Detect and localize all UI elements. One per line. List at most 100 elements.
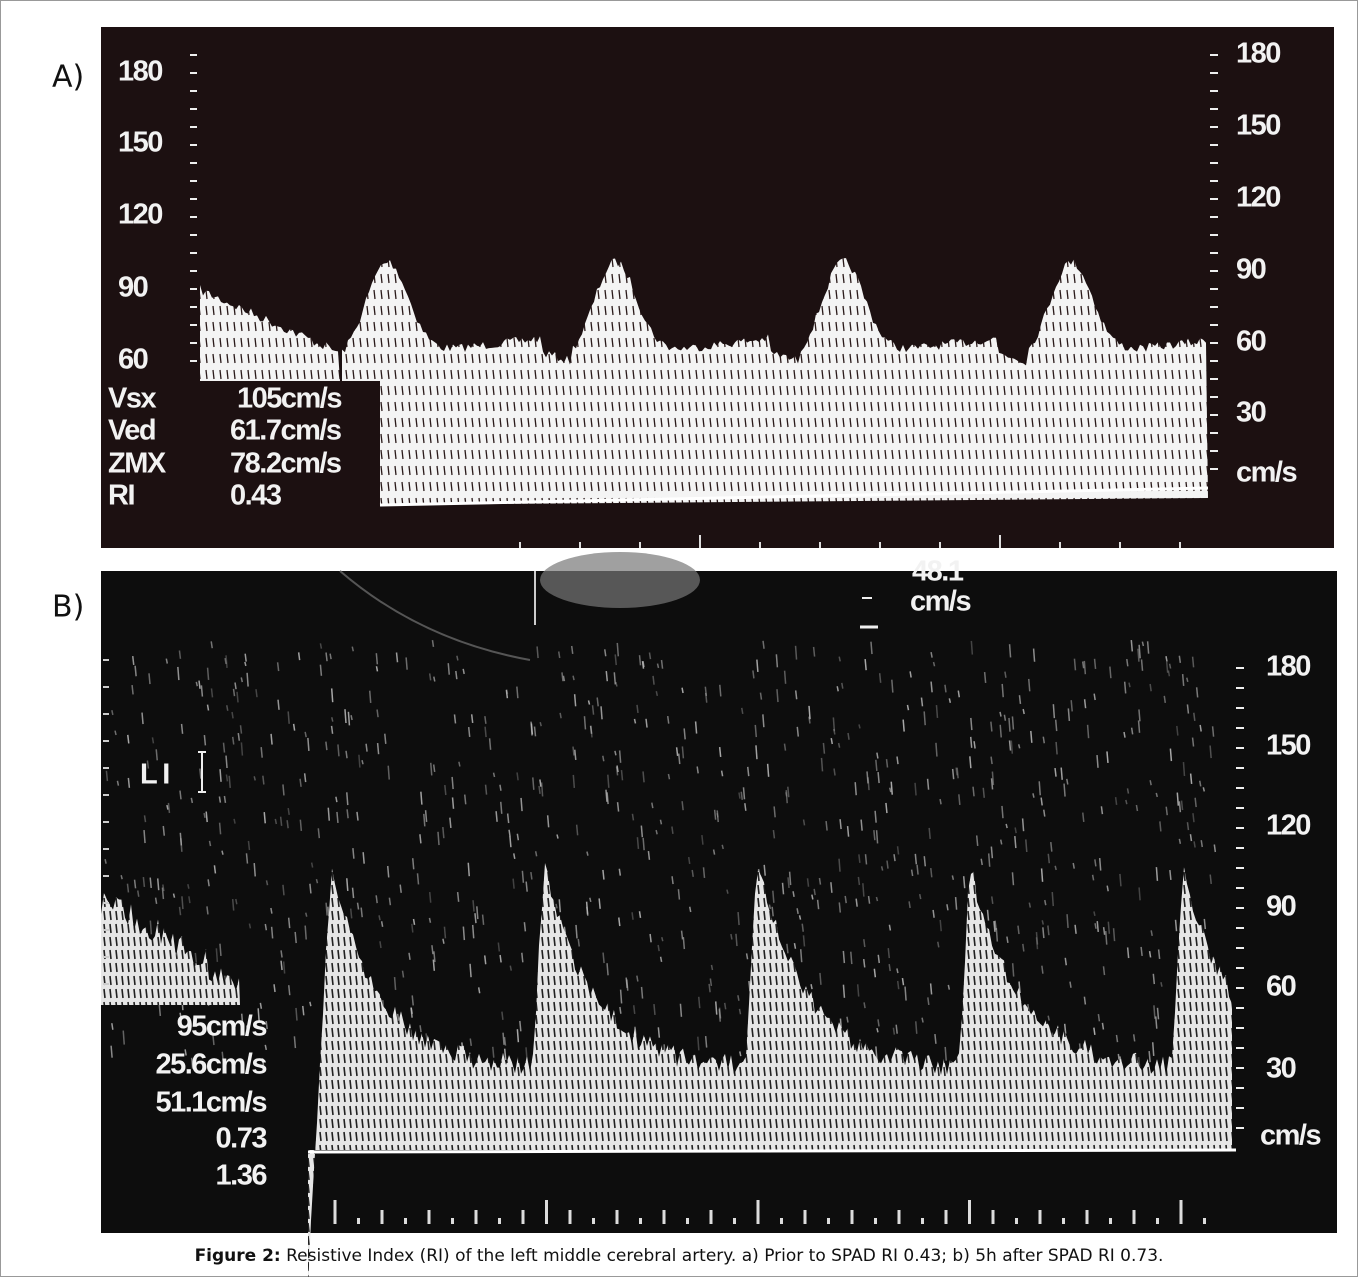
speckle <box>1140 946 1143 957</box>
speckle <box>1178 801 1182 813</box>
speckle <box>720 770 724 777</box>
speckle <box>410 1007 413 1014</box>
speckle <box>1066 914 1069 929</box>
speckle <box>231 736 235 745</box>
speckle <box>303 773 307 783</box>
speckle <box>411 858 415 870</box>
speckle <box>640 986 644 999</box>
speckle <box>638 911 642 918</box>
speckle <box>244 661 247 667</box>
speckle <box>263 812 266 824</box>
speckle <box>463 794 467 805</box>
speckle <box>297 652 301 661</box>
speckle <box>762 640 765 649</box>
speckle <box>282 784 285 796</box>
speckle <box>802 819 806 826</box>
speckle <box>1151 1042 1155 1057</box>
speckle <box>880 866 884 871</box>
speckle <box>666 715 670 724</box>
speckle <box>1041 920 1044 925</box>
speckle <box>886 860 889 869</box>
speckle <box>990 778 994 790</box>
speckle <box>572 774 576 788</box>
speckle <box>1138 709 1141 722</box>
speckle <box>293 1036 297 1049</box>
speckle <box>888 924 892 931</box>
speckle <box>842 984 846 998</box>
speckle <box>957 690 961 698</box>
speckle <box>842 950 846 964</box>
speckle <box>1159 821 1162 832</box>
speckle <box>785 792 788 797</box>
speckle <box>218 822 222 835</box>
speckle <box>131 684 134 695</box>
speckle <box>456 892 460 902</box>
speckle <box>659 819 663 825</box>
speckle <box>509 965 513 971</box>
speckle <box>126 883 130 893</box>
speckle <box>918 893 922 900</box>
speckle <box>620 769 624 781</box>
speckle <box>687 856 691 865</box>
speckle <box>376 743 380 755</box>
speckle <box>1195 687 1199 698</box>
speckle <box>180 723 184 734</box>
speckle <box>1038 781 1041 796</box>
speckle <box>1067 708 1071 721</box>
speckle <box>222 742 226 753</box>
speckle <box>802 935 806 947</box>
speckle <box>194 952 198 963</box>
speckle <box>362 852 365 864</box>
speckle <box>1137 720 1141 733</box>
speckle <box>141 712 144 725</box>
speckle <box>260 747 263 758</box>
speckle <box>294 931 297 944</box>
speckle <box>613 672 617 685</box>
speckle <box>205 811 208 823</box>
speckle <box>775 654 779 668</box>
speckle <box>954 897 958 910</box>
speckle <box>719 684 722 697</box>
speckle <box>675 747 679 757</box>
speckle <box>523 922 527 932</box>
speckle <box>346 878 349 892</box>
speckle <box>858 724 861 729</box>
speckle <box>1063 783 1066 797</box>
speckle <box>1189 773 1193 784</box>
speckle <box>240 677 244 683</box>
speckle <box>499 954 502 963</box>
axis-label: 180 <box>1266 651 1310 683</box>
readout: 48.1 <box>912 556 964 588</box>
speckle <box>1125 799 1128 805</box>
speckle <box>1030 730 1033 743</box>
speckle <box>680 930 684 940</box>
speckle <box>671 876 674 885</box>
speckle <box>395 652 399 663</box>
speckle <box>178 650 182 659</box>
speckle <box>813 888 816 896</box>
speckle <box>1083 660 1087 675</box>
speckle <box>860 819 863 831</box>
speckle <box>344 709 347 724</box>
speckle <box>1042 927 1045 939</box>
speckle <box>287 807 290 815</box>
speckle <box>1035 937 1039 950</box>
speckle <box>939 919 942 932</box>
speckle <box>500 801 503 814</box>
speckle <box>730 933 733 940</box>
speckle <box>231 898 235 911</box>
speckle <box>642 771 645 783</box>
speckle <box>265 880 269 886</box>
speckle <box>309 883 312 894</box>
speckle <box>207 879 210 887</box>
speckle <box>462 668 465 675</box>
speckle <box>203 812 206 819</box>
speckle <box>223 795 227 804</box>
speckle <box>875 1046 878 1060</box>
speckle <box>530 721 533 736</box>
speckle <box>783 670 787 684</box>
speckle <box>890 781 893 795</box>
speckle <box>679 1003 683 1017</box>
speckle <box>1126 788 1130 794</box>
speckle <box>570 645 574 654</box>
